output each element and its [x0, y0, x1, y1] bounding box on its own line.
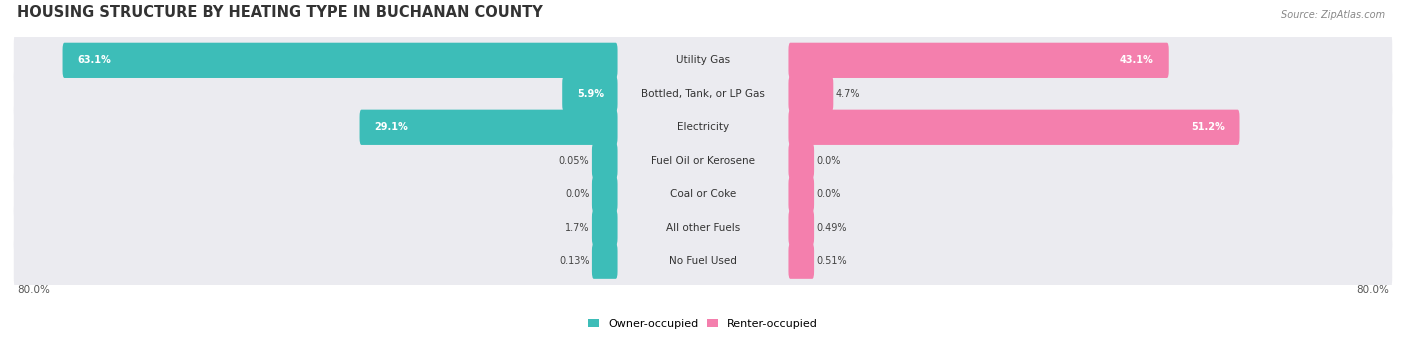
Text: Coal or Coke: Coal or Coke — [669, 189, 737, 199]
FancyBboxPatch shape — [14, 165, 1392, 224]
Text: 29.1%: 29.1% — [374, 122, 408, 132]
Text: 51.2%: 51.2% — [1191, 122, 1225, 132]
Text: 4.7%: 4.7% — [835, 89, 860, 99]
Text: Electricity: Electricity — [676, 122, 730, 132]
FancyBboxPatch shape — [592, 143, 617, 178]
Text: Bottled, Tank, or LP Gas: Bottled, Tank, or LP Gas — [641, 89, 765, 99]
FancyBboxPatch shape — [14, 198, 1392, 257]
FancyBboxPatch shape — [14, 64, 1392, 123]
FancyBboxPatch shape — [592, 177, 617, 212]
Text: 43.1%: 43.1% — [1121, 55, 1154, 65]
Text: Source: ZipAtlas.com: Source: ZipAtlas.com — [1281, 10, 1385, 20]
FancyBboxPatch shape — [562, 76, 617, 112]
FancyBboxPatch shape — [789, 76, 834, 112]
Text: 80.0%: 80.0% — [1355, 285, 1389, 295]
Text: 0.0%: 0.0% — [817, 156, 841, 166]
FancyBboxPatch shape — [14, 98, 1392, 157]
FancyBboxPatch shape — [14, 31, 1392, 90]
Text: 5.9%: 5.9% — [578, 89, 605, 99]
Legend: Owner-occupied, Renter-occupied: Owner-occupied, Renter-occupied — [583, 315, 823, 333]
Text: 0.05%: 0.05% — [558, 156, 589, 166]
FancyBboxPatch shape — [789, 210, 814, 246]
FancyBboxPatch shape — [789, 110, 1240, 145]
FancyBboxPatch shape — [592, 243, 617, 279]
Text: 0.0%: 0.0% — [817, 189, 841, 199]
Text: 1.7%: 1.7% — [565, 223, 589, 233]
Text: No Fuel Used: No Fuel Used — [669, 256, 737, 266]
Text: Utility Gas: Utility Gas — [676, 55, 730, 65]
Text: 80.0%: 80.0% — [17, 285, 51, 295]
FancyBboxPatch shape — [14, 131, 1392, 190]
Text: 0.0%: 0.0% — [565, 189, 589, 199]
FancyBboxPatch shape — [789, 43, 1168, 78]
Text: 0.13%: 0.13% — [560, 256, 589, 266]
FancyBboxPatch shape — [360, 110, 617, 145]
FancyBboxPatch shape — [789, 177, 814, 212]
FancyBboxPatch shape — [789, 243, 814, 279]
Text: Fuel Oil or Kerosene: Fuel Oil or Kerosene — [651, 156, 755, 166]
Text: 0.51%: 0.51% — [817, 256, 848, 266]
Text: HOUSING STRUCTURE BY HEATING TYPE IN BUCHANAN COUNTY: HOUSING STRUCTURE BY HEATING TYPE IN BUC… — [17, 5, 543, 20]
FancyBboxPatch shape — [789, 143, 814, 178]
Text: All other Fuels: All other Fuels — [666, 223, 740, 233]
FancyBboxPatch shape — [592, 210, 617, 246]
FancyBboxPatch shape — [62, 43, 617, 78]
Text: 63.1%: 63.1% — [77, 55, 111, 65]
FancyBboxPatch shape — [14, 232, 1392, 291]
Text: 0.49%: 0.49% — [817, 223, 846, 233]
